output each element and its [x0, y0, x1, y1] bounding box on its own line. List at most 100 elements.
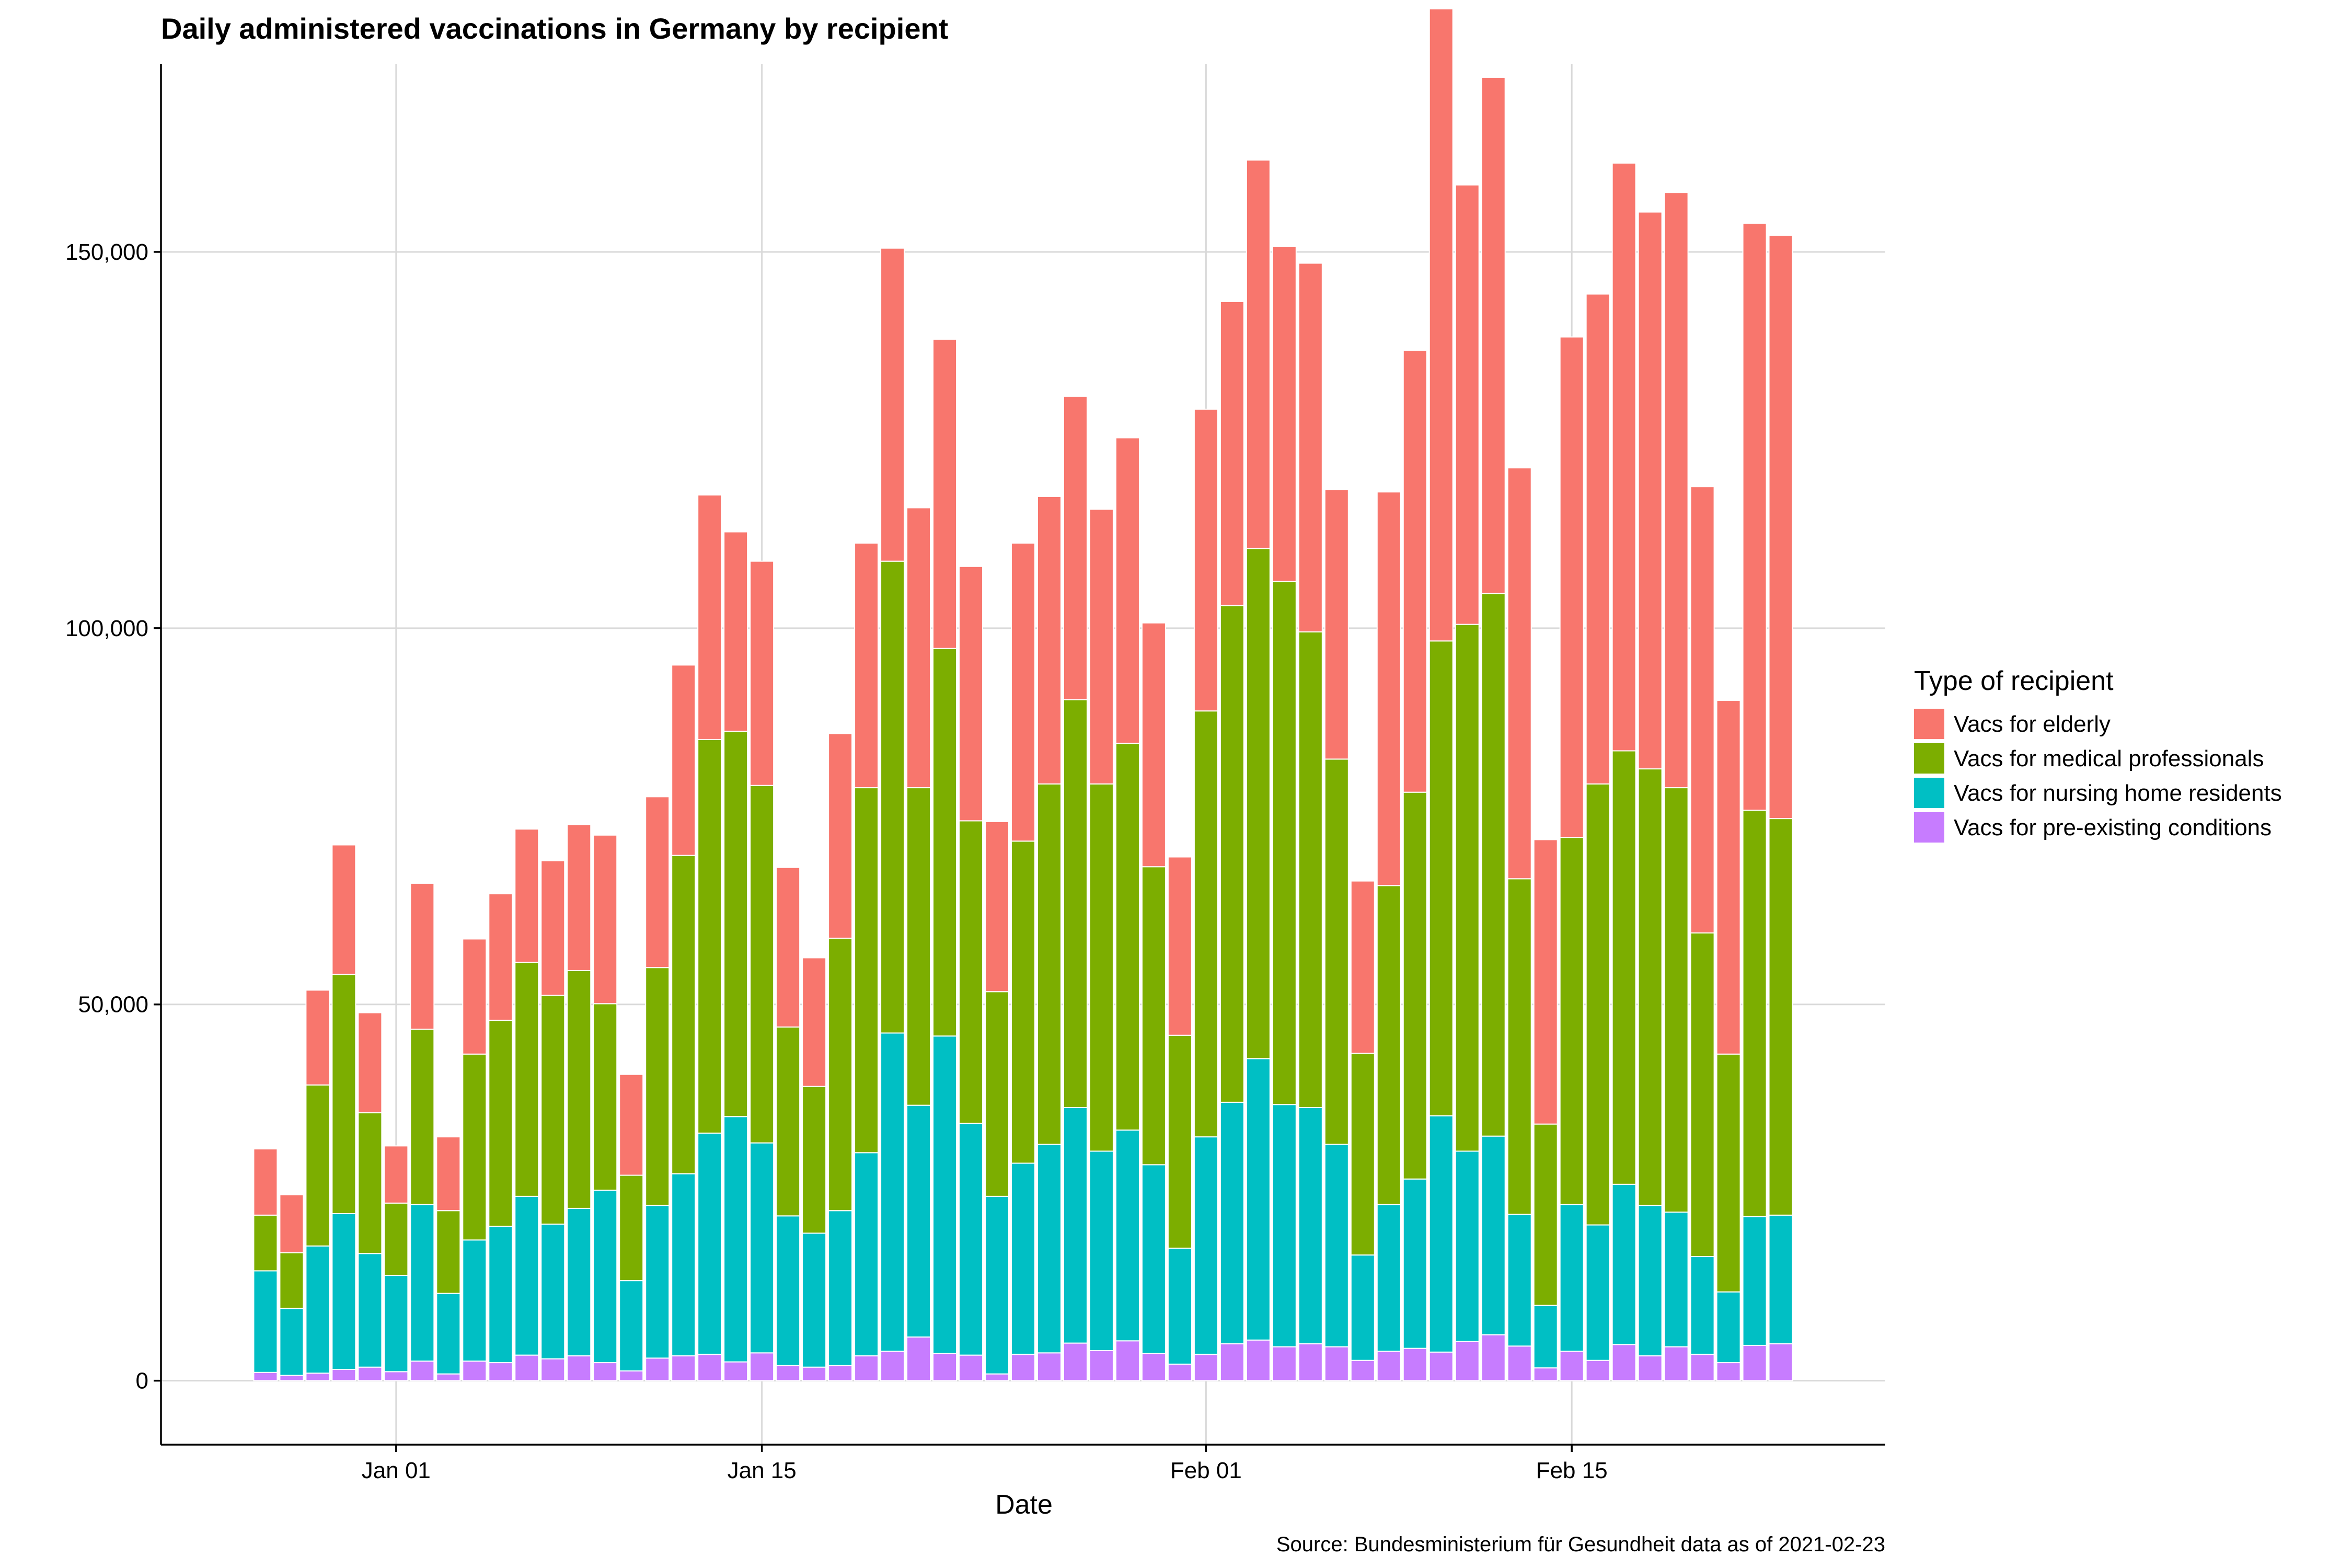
bar-2021-02-12-series-1	[1481, 1135, 1506, 1335]
bar-2021-01-27-series-3	[1063, 396, 1088, 700]
bars	[253, 8, 1793, 1381]
bar-2021-01-16-series-1	[776, 1215, 801, 1366]
bar-2020-12-30-series-3	[331, 844, 356, 975]
bar-2021-02-21-series-2	[1716, 1053, 1741, 1293]
bar-2021-02-02-series-3	[1219, 301, 1244, 606]
bar-2021-02-13-series-0	[1507, 1345, 1532, 1381]
bar-2021-02-12-series-0	[1481, 1334, 1506, 1381]
bar-2021-01-04-series-2	[462, 1053, 487, 1241]
bar-2021-01-24-series-3	[985, 821, 1010, 993]
bar-2021-01-19-series-1	[854, 1152, 879, 1357]
bar-2021-02-17-series-1	[1611, 1183, 1636, 1345]
legend-title: Type of recipient	[1914, 666, 2114, 696]
bar-2021-01-28-series-2	[1089, 783, 1114, 1152]
bar-2021-02-08-series-0	[1376, 1351, 1401, 1381]
bar-2021-01-31-series-0	[1167, 1363, 1192, 1381]
bar-2021-02-11-series-2	[1455, 624, 1480, 1152]
bar-2021-01-31-series-2	[1167, 1034, 1192, 1249]
bar-2021-02-23-series-3	[1768, 235, 1793, 820]
bar-2021-01-19-series-2	[854, 787, 879, 1154]
bar-2021-02-13-series-1	[1507, 1214, 1532, 1347]
bar-2021-01-25-series-3	[1011, 543, 1035, 842]
legend: Type of recipient Vacs for elderly Vacs f…	[1914, 666, 2282, 843]
bar-2021-02-23-series-2	[1768, 818, 1793, 1216]
bar-2021-01-01-series-0	[384, 1371, 409, 1381]
y-tick-label-2: 100,000	[65, 616, 148, 641]
bar-2021-01-14-series-3	[723, 531, 748, 732]
bar-2021-02-14-series-2	[1533, 1123, 1558, 1306]
bar-2021-01-04-series-0	[462, 1361, 487, 1381]
bar-2021-01-20-series-0	[880, 1351, 905, 1381]
bar-2021-01-19-series-0	[854, 1355, 879, 1381]
bar-2021-02-19-series-0	[1664, 1346, 1689, 1381]
bar-2021-02-14-series-0	[1533, 1367, 1558, 1381]
bar-2021-01-05-series-1	[488, 1226, 513, 1364]
bar-2021-02-09-series-0	[1402, 1347, 1427, 1381]
bar-2021-02-02-series-2	[1219, 605, 1244, 1103]
bar-2021-02-20-series-1	[1690, 1256, 1715, 1355]
bar-2021-02-14-series-3	[1533, 839, 1558, 1125]
bar-2021-02-06-series-1	[1324, 1144, 1349, 1347]
bar-2021-02-04-series-3	[1272, 246, 1297, 582]
bar-2021-02-18-series-1	[1638, 1205, 1663, 1357]
bar-2021-01-14-series-1	[723, 1116, 748, 1363]
bar-2021-02-13-series-2	[1507, 878, 1532, 1215]
bar-2021-01-09-series-0	[593, 1362, 618, 1381]
bar-2021-01-31-series-1	[1167, 1248, 1192, 1365]
bar-2021-02-16-series-1	[1585, 1224, 1610, 1361]
bar-2021-01-12-series-1	[671, 1173, 696, 1357]
bar-2021-01-06-series-3	[514, 828, 539, 963]
bar-2021-02-01-series-1	[1193, 1136, 1218, 1355]
bar-2021-02-20-series-3	[1690, 486, 1715, 933]
legend-swatch-0	[1914, 709, 1944, 739]
bar-2020-12-27-series-3	[253, 1148, 278, 1216]
bar-2021-01-15-series-0	[750, 1352, 775, 1381]
bar-2021-02-19-series-3	[1664, 192, 1689, 789]
source-caption: Source: Bundesministerium für Gesundheit…	[1276, 1533, 1885, 1556]
bar-2021-02-16-series-2	[1585, 783, 1610, 1226]
bar-2021-01-02-series-0	[410, 1361, 435, 1381]
bar-2021-01-20-series-2	[880, 560, 905, 1034]
bar-2021-01-07-series-1	[540, 1224, 566, 1359]
bar-2021-02-22-series-3	[1742, 223, 1767, 811]
bar-2020-12-28-series-1	[279, 1308, 304, 1376]
bar-2021-01-13-series-3	[697, 494, 722, 740]
bar-2021-02-16-series-3	[1585, 293, 1610, 785]
bar-2021-02-15-series-2	[1559, 837, 1584, 1205]
bar-2021-01-04-series-3	[462, 938, 487, 1055]
bar-2021-01-07-series-0	[540, 1358, 566, 1381]
bar-2021-01-27-series-1	[1063, 1106, 1088, 1344]
bar-2021-01-02-series-1	[410, 1204, 435, 1362]
y-tick-label-3: 150,000	[65, 239, 148, 265]
bar-2021-01-23-series-0	[959, 1354, 984, 1381]
bar-2021-02-05-series-1	[1298, 1106, 1323, 1345]
bar-2021-01-01-series-3	[384, 1145, 409, 1204]
bar-2021-01-16-series-2	[776, 1026, 801, 1217]
legend-label-3: Vacs for pre-existing conditions	[1954, 815, 2272, 840]
bar-2021-01-02-series-2	[410, 1029, 435, 1205]
bar-2021-02-21-series-3	[1716, 700, 1741, 1055]
bar-2020-12-31-series-1	[358, 1253, 383, 1368]
bar-2021-02-05-series-0	[1298, 1343, 1323, 1381]
bar-2021-01-05-series-0	[488, 1362, 513, 1381]
bar-2021-01-26-series-1	[1036, 1144, 1062, 1354]
axes: 0 50,000 100,000 150,000 Jan 01 Jan 15 Feb 01 F…	[65, 64, 1885, 1483]
bar-2021-01-19-series-3	[854, 543, 879, 789]
bar-2021-02-17-series-2	[1611, 750, 1636, 1185]
bar-2021-02-01-series-3	[1193, 408, 1218, 712]
bar-2021-02-03-series-2	[1246, 548, 1271, 1059]
bar-2021-01-26-series-2	[1036, 783, 1062, 1145]
bar-2021-02-18-series-0	[1638, 1355, 1663, 1381]
bar-2021-02-06-series-2	[1324, 758, 1349, 1145]
bar-2021-02-18-series-3	[1638, 211, 1663, 770]
bar-2021-01-03-series-2	[436, 1210, 461, 1294]
bar-2021-02-19-series-2	[1664, 787, 1689, 1213]
bar-2021-01-09-series-1	[593, 1190, 618, 1364]
bar-2021-01-21-series-2	[906, 787, 931, 1106]
bar-2021-02-11-series-0	[1455, 1341, 1480, 1381]
bar-2021-01-11-series-3	[645, 796, 670, 969]
bar-2021-02-01-series-2	[1193, 710, 1218, 1138]
x-axis-title: Date	[995, 1490, 1053, 1520]
legend-swatch-1	[1914, 743, 1944, 774]
bar-2021-01-18-series-3	[828, 733, 853, 939]
